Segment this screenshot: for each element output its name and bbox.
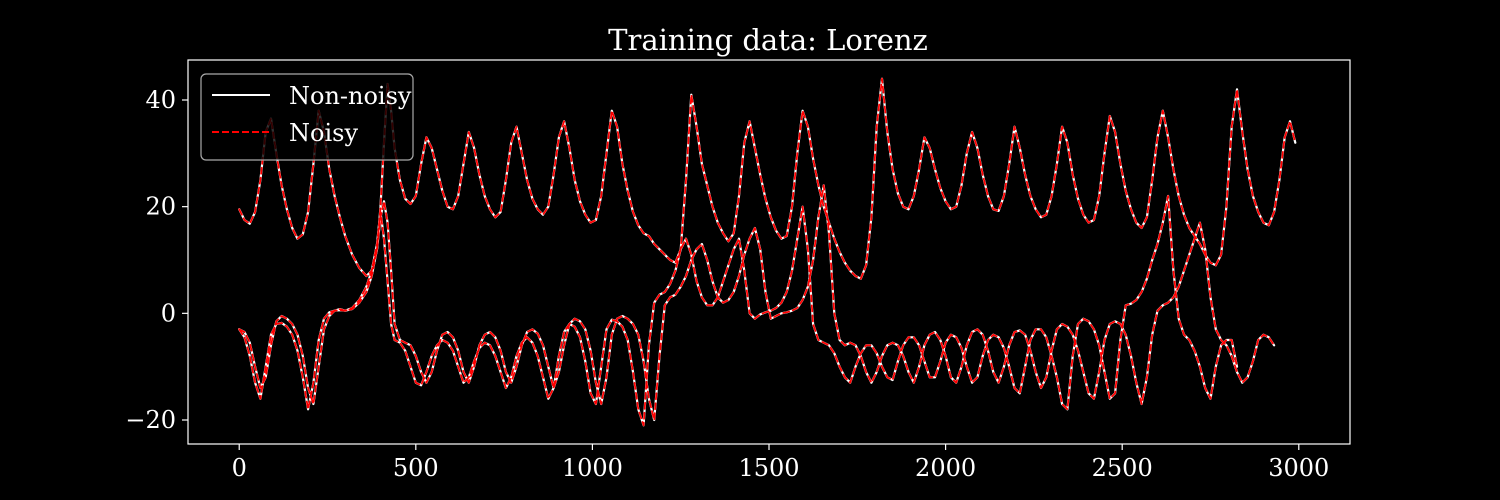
chart-title: Training data: Lorenz <box>608 23 928 57</box>
series-line-noisy-3 <box>238 195 1238 427</box>
series-layer <box>238 77 1297 427</box>
y-tick-label: 0 <box>161 299 176 327</box>
y-tick-label: 20 <box>145 193 176 221</box>
series-line-noisy-2 <box>238 184 1275 421</box>
x-tick-label: 0 <box>232 454 247 482</box>
x-tick-label: 2500 <box>1092 454 1153 482</box>
series-line-noisy-1 <box>238 77 1297 280</box>
x-tick-label: 1000 <box>562 454 623 482</box>
x-tick-label: 2000 <box>915 454 976 482</box>
x-axis: 0 500 1000 1500 2000 2500 3000 <box>232 444 1329 482</box>
y-tick-label: −20 <box>125 406 176 434</box>
x-tick-label: 3000 <box>1268 454 1329 482</box>
y-tick-label: 40 <box>145 86 176 114</box>
legend-label-non-noisy: Non-noisy <box>289 82 412 110</box>
legend: Non-noisy Noisy <box>200 73 414 161</box>
x-tick-label: 500 <box>393 454 439 482</box>
legend-label-noisy: Noisy <box>289 119 358 147</box>
x-tick-label: 1500 <box>738 454 799 482</box>
y-axis: −20 0 20 40 <box>125 86 188 434</box>
